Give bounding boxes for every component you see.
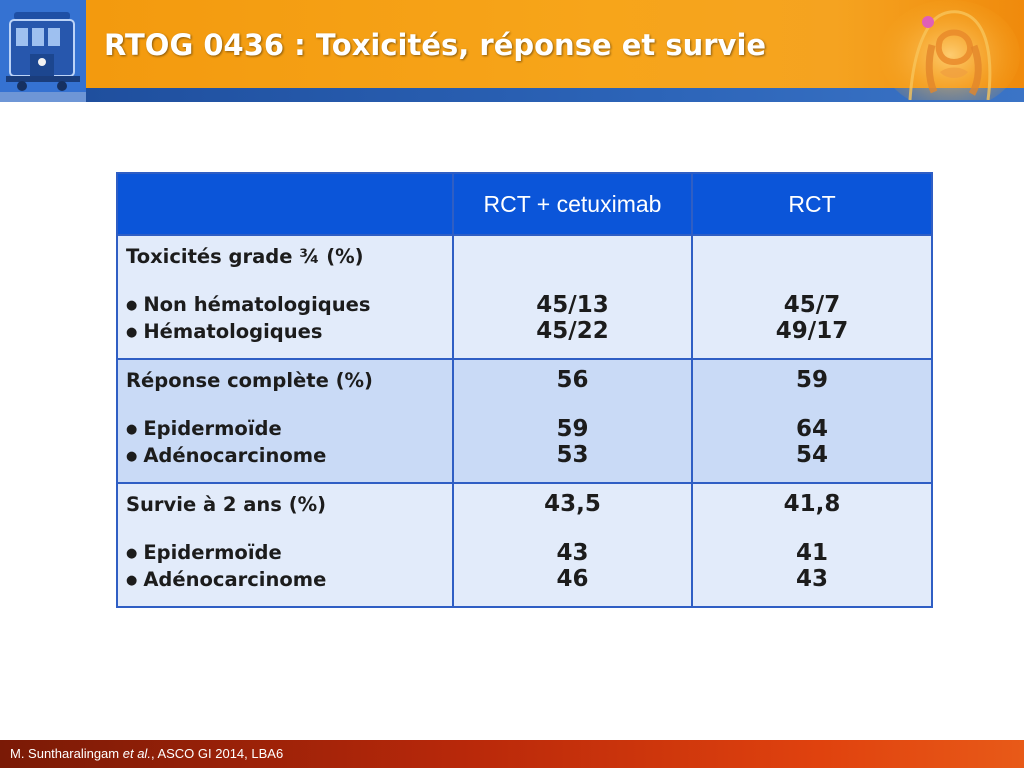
bullet-icon: ●: [126, 546, 138, 561]
results-table: RCT + cetuximab RCT Toxicités grade ¾ (%…: [116, 172, 933, 608]
row-label: ● Epidermoïde: [116, 400, 454, 442]
group-value-col2: [691, 234, 933, 276]
bullet-icon: ●: [126, 449, 138, 464]
row-label: ● Hématologiques: [116, 318, 454, 359]
table-row-adenocarcinoma: ● Adénocarcinome 53 54: [116, 442, 933, 483]
table-header-row: RCT + cetuximab RCT: [116, 173, 933, 235]
row-label-text: Epidermoïde: [143, 417, 282, 440]
row-label-text: Epidermoïde: [143, 541, 282, 564]
bullet-icon: ●: [126, 298, 138, 313]
group-label-complete-response: Réponse complète (%): [116, 358, 454, 400]
footer-citation: M. Suntharalingam et al., ASCO GI 2014, …: [10, 746, 283, 761]
table-row-epidermoid: ● Epidermoïde 59 64: [116, 400, 933, 442]
group-value-col2: 59: [691, 358, 933, 400]
cable-car-logo-icon: [0, 0, 86, 102]
group-header-row-complete-response: Réponse complète (%) 56 59: [116, 358, 933, 400]
row-value-col1: 43: [452, 524, 693, 566]
group-header-row-survival: Survie à 2 ans (%) 43,5 41,8: [116, 482, 933, 524]
table-row-adenocarcinoma: ● Adénocarcinome 46 43: [116, 566, 933, 607]
footer-author: M. Suntharalingam: [10, 746, 120, 761]
row-value-col2: 45/7: [691, 276, 933, 318]
row-value-col1: 45/13: [452, 276, 693, 318]
table-row-hematologic: ● Hématologiques 45/22 49/17: [116, 318, 933, 359]
row-value-col1: 45/22: [452, 318, 693, 359]
row-label: ● Adénocarcinome: [116, 566, 454, 607]
table-row-non-hematologic: ● Non hématologiques 45/13 45/7: [116, 276, 933, 318]
row-label: ● Non hématologiques: [116, 276, 454, 318]
row-value-col2: 41: [691, 524, 933, 566]
table-row-epidermoid: ● Epidermoïde 43 41: [116, 524, 933, 566]
group-value-col1: [452, 234, 693, 276]
row-value-col1: 46: [452, 566, 693, 607]
row-value-col2: 43: [691, 566, 933, 607]
bullet-icon: ●: [126, 573, 138, 588]
header-cell-rct-cetuximab: RCT + cetuximab: [452, 173, 693, 235]
group-label-survival: Survie à 2 ans (%): [116, 482, 454, 524]
row-label-text: Hématologiques: [143, 320, 323, 343]
row-value-col2: 54: [691, 442, 933, 483]
group-value-col1: 56: [452, 358, 693, 400]
row-value-col2: 49/17: [691, 318, 933, 359]
digestive-tract-illustration-icon: [870, 0, 1024, 110]
group-label-toxicities: Toxicités grade ¾ (%): [116, 234, 454, 276]
bullet-icon: ●: [126, 422, 138, 437]
row-value-col2: 64: [691, 400, 933, 442]
row-label-text: Adénocarcinome: [143, 568, 327, 591]
group-header-row-toxicities: Toxicités grade ¾ (%): [116, 234, 933, 276]
row-label-text: Adénocarcinome: [143, 444, 327, 467]
slide-header: RTOG 0436 : Toxicités, réponse et survie: [0, 0, 1024, 110]
slide-title: RTOG 0436 : Toxicités, réponse et survie: [104, 28, 767, 62]
header-blue-band: [86, 88, 1024, 102]
row-value-col1: 53: [452, 442, 693, 483]
header-orange-band: [86, 0, 1024, 88]
slide-footer: M. Suntharalingam et al., ASCO GI 2014, …: [0, 740, 1024, 768]
group-value-col2: 41,8: [691, 482, 933, 524]
row-label-text: Non hématologiques: [143, 293, 371, 316]
group-value-col1: 43,5: [452, 482, 693, 524]
header-cell-empty: [116, 173, 454, 235]
footer-etal: et al.: [122, 746, 151, 761]
row-value-col1: 59: [452, 400, 693, 442]
row-label: ● Epidermoïde: [116, 524, 454, 566]
row-label: ● Adénocarcinome: [116, 442, 454, 483]
footer-reference: , ASCO GI 2014, LBA6: [150, 746, 284, 761]
bullet-icon: ●: [126, 325, 138, 340]
header-cell-rct: RCT: [691, 173, 933, 235]
